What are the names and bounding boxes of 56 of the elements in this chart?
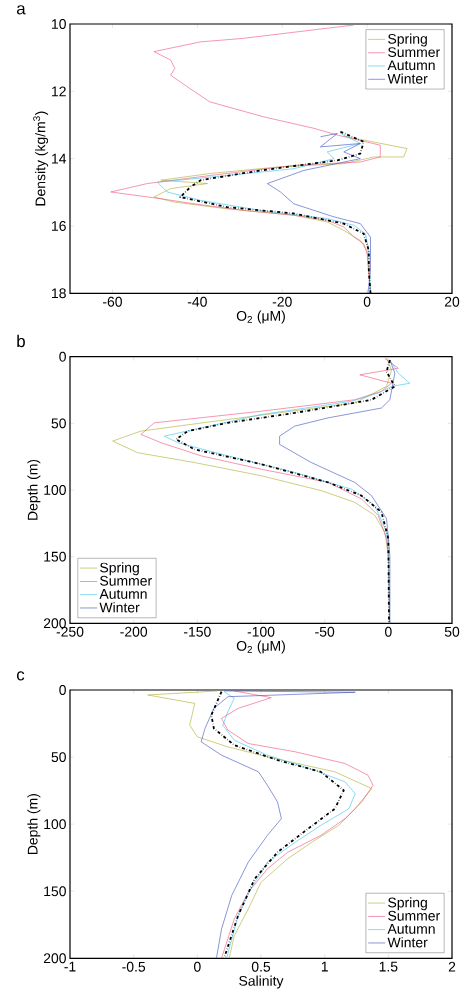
x-tick-label: 0.5: [251, 961, 271, 972]
x-tick-label: -1: [64, 961, 76, 972]
legend-label: Winter: [387, 937, 428, 948]
y-axis-title: Depth (m): [27, 459, 41, 520]
y-tick-label: 100: [44, 819, 66, 830]
x-tick-label: -150: [184, 626, 211, 637]
y-axis-title: Depth (m): [27, 794, 41, 855]
x-tick-label: 20: [444, 296, 460, 307]
legend-label: Spring: [100, 562, 139, 576]
x-tick-label: 0: [385, 626, 392, 637]
legend-label: Summer: [388, 910, 440, 921]
y-tick-label: 100: [44, 485, 66, 495]
x-axis-title: Salinity: [239, 975, 284, 989]
legend-label: Summer: [100, 575, 152, 586]
x-tick-label: 0: [194, 961, 201, 972]
x-tick-label: 1.5: [379, 961, 398, 972]
y-tick-label: 12: [52, 86, 66, 97]
x-tick-label: 2: [448, 961, 456, 972]
chart-title: c: [16, 671, 25, 681]
legend-label: Autumn: [99, 589, 147, 599]
legend-label: Autumn: [387, 924, 435, 934]
x-tick-label: -20: [272, 296, 292, 307]
x-axis-title: O$_{2}$ (μM): [236, 640, 285, 654]
x-axis-title: O$_{2}$ (μM): [236, 310, 285, 324]
y-tick-label: 14: [52, 153, 67, 164]
x-tick-label: -40: [187, 296, 207, 307]
x-tick-label: -100: [247, 626, 275, 637]
x-tick-label: -60: [102, 296, 122, 307]
line-series: [279, 359, 396, 624]
y-tick-label: 16: [52, 221, 66, 231]
legend-label: Autumn: [387, 60, 435, 71]
chart-title: b: [17, 334, 25, 348]
y-tick-label: 0: [59, 351, 66, 362]
x-tick-label: -0.5: [122, 961, 146, 972]
chart-title: a: [16, 5, 26, 15]
y-tick-label: 50: [51, 418, 66, 429]
line-series: [147, 690, 373, 959]
line-series: [267, 133, 371, 294]
y-tick-label: 200: [43, 953, 66, 964]
y-tick-label: 10: [52, 19, 66, 29]
legend-label: Winter: [387, 73, 428, 84]
x-tick-label: -50: [315, 626, 335, 637]
y-tick-label: 0: [59, 685, 66, 695]
y-tick-label: 150: [44, 886, 66, 897]
y-tick-label: 18: [52, 288, 66, 299]
x-tick-label: -200: [120, 626, 148, 637]
legend-label: Spring: [388, 897, 427, 911]
x-tick-label: 50: [444, 626, 460, 637]
y-tick-label: 50: [51, 752, 66, 763]
legend-label: Spring: [388, 33, 427, 47]
x-tick-label: 1: [321, 961, 328, 972]
legend-label: Summer: [388, 47, 440, 58]
y-tick-label: 150: [44, 551, 66, 562]
x-tick-label: 0: [363, 296, 371, 307]
legend-label: Winter: [99, 602, 140, 613]
y-axis-title: Density (kg/m$^{3}$): [33, 111, 49, 206]
